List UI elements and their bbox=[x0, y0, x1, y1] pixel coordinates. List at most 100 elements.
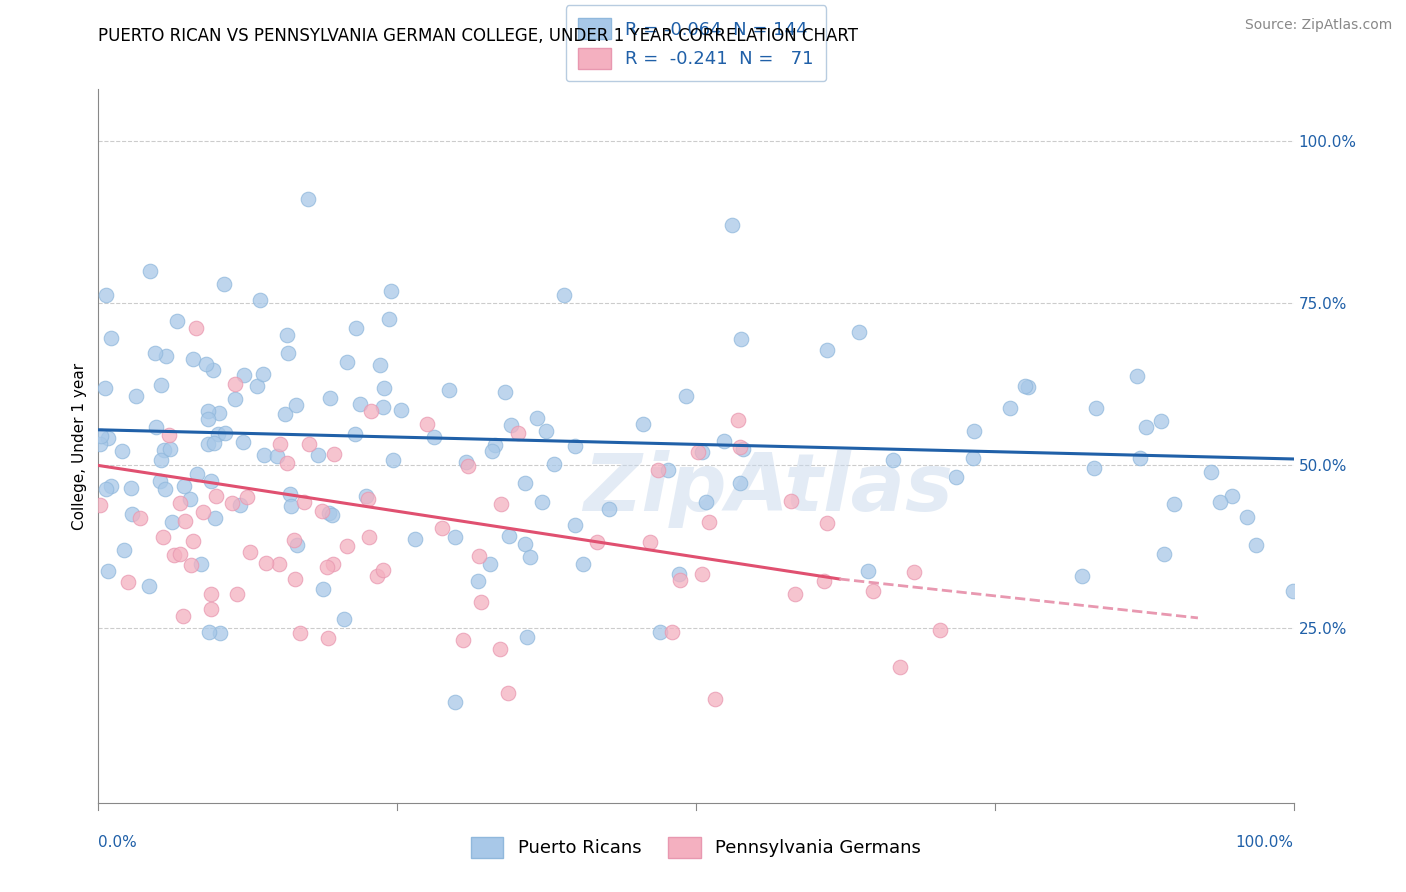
Legend: Puerto Ricans, Pennsylvania Germans: Puerto Ricans, Pennsylvania Germans bbox=[464, 830, 928, 865]
Point bbox=[695, 494, 717, 508]
Point bbox=[179, 492, 201, 507]
Point bbox=[699, 516, 721, 530]
Point bbox=[380, 285, 402, 299]
Point bbox=[232, 434, 254, 449]
Point bbox=[202, 436, 225, 450]
Point bbox=[145, 420, 167, 434]
Point bbox=[344, 427, 367, 442]
Point bbox=[730, 332, 752, 346]
Point bbox=[1083, 460, 1105, 475]
Point bbox=[94, 288, 117, 302]
Point bbox=[498, 529, 520, 543]
Point bbox=[848, 325, 870, 339]
Point bbox=[316, 632, 339, 646]
Point bbox=[422, 430, 444, 444]
Point bbox=[903, 566, 925, 580]
Point bbox=[283, 533, 305, 547]
Point bbox=[344, 320, 367, 334]
Point bbox=[543, 458, 565, 472]
Point bbox=[252, 448, 274, 462]
Point bbox=[180, 558, 202, 572]
Point bbox=[489, 497, 512, 511]
Point bbox=[668, 566, 690, 581]
Point bbox=[1244, 538, 1267, 552]
Point bbox=[191, 505, 214, 519]
Point bbox=[266, 450, 288, 464]
Point bbox=[322, 558, 344, 572]
Point bbox=[496, 686, 519, 700]
Point bbox=[648, 625, 671, 640]
Point bbox=[152, 530, 174, 544]
Point bbox=[333, 612, 356, 626]
Point bbox=[1236, 510, 1258, 524]
Point bbox=[138, 579, 160, 593]
Text: 100.0%: 100.0% bbox=[1236, 835, 1294, 850]
Point bbox=[319, 392, 342, 406]
Point bbox=[1126, 368, 1149, 383]
Point bbox=[356, 491, 378, 506]
Point bbox=[252, 367, 274, 381]
Point bbox=[204, 489, 226, 503]
Point bbox=[163, 548, 186, 562]
Point bbox=[246, 378, 269, 392]
Point bbox=[89, 437, 111, 451]
Point bbox=[728, 475, 751, 490]
Point bbox=[100, 331, 122, 345]
Point bbox=[1129, 450, 1152, 465]
Point bbox=[391, 403, 413, 417]
Point bbox=[292, 495, 315, 509]
Point bbox=[730, 440, 752, 454]
Point bbox=[254, 557, 277, 571]
Point bbox=[928, 624, 950, 638]
Point bbox=[169, 547, 191, 561]
Point bbox=[727, 413, 749, 427]
Point bbox=[962, 450, 984, 465]
Point bbox=[197, 412, 219, 426]
Point bbox=[430, 521, 453, 535]
Point bbox=[657, 463, 679, 477]
Point bbox=[382, 453, 405, 467]
Point bbox=[1135, 419, 1157, 434]
Point bbox=[366, 569, 388, 583]
Point bbox=[373, 381, 395, 395]
Point bbox=[221, 496, 243, 510]
Point bbox=[120, 481, 142, 495]
Point bbox=[285, 538, 308, 552]
Point bbox=[713, 434, 735, 448]
Point bbox=[297, 192, 319, 206]
Point bbox=[515, 537, 537, 551]
Point bbox=[631, 417, 654, 431]
Point bbox=[186, 467, 208, 481]
Point bbox=[404, 533, 426, 547]
Point bbox=[186, 321, 208, 335]
Point bbox=[112, 543, 135, 558]
Point bbox=[368, 358, 391, 372]
Text: PUERTO RICAN VS PENNSYLVANIA GERMAN COLLEGE, UNDER 1 YEAR CORRELATION CHART: PUERTO RICAN VS PENNSYLVANIA GERMAN COLL… bbox=[98, 27, 859, 45]
Point bbox=[124, 389, 146, 403]
Point bbox=[153, 482, 176, 496]
Point bbox=[150, 452, 173, 467]
Point bbox=[336, 539, 359, 553]
Point bbox=[269, 557, 291, 571]
Y-axis label: College, Under 1 year: College, Under 1 year bbox=[72, 362, 87, 530]
Point bbox=[1208, 495, 1230, 509]
Point bbox=[149, 474, 172, 488]
Point bbox=[172, 609, 194, 624]
Point bbox=[276, 457, 298, 471]
Point bbox=[233, 368, 256, 382]
Point bbox=[117, 575, 139, 590]
Point bbox=[197, 437, 219, 451]
Point bbox=[378, 311, 401, 326]
Point bbox=[457, 459, 479, 474]
Point bbox=[1014, 378, 1036, 392]
Point bbox=[200, 474, 222, 488]
Point bbox=[598, 502, 620, 516]
Point bbox=[661, 624, 683, 639]
Point bbox=[90, 429, 112, 443]
Text: 0.0%: 0.0% bbox=[98, 835, 138, 850]
Point bbox=[129, 510, 152, 524]
Point bbox=[1017, 380, 1039, 394]
Point bbox=[785, 587, 807, 601]
Point bbox=[311, 582, 333, 596]
Point bbox=[307, 448, 329, 462]
